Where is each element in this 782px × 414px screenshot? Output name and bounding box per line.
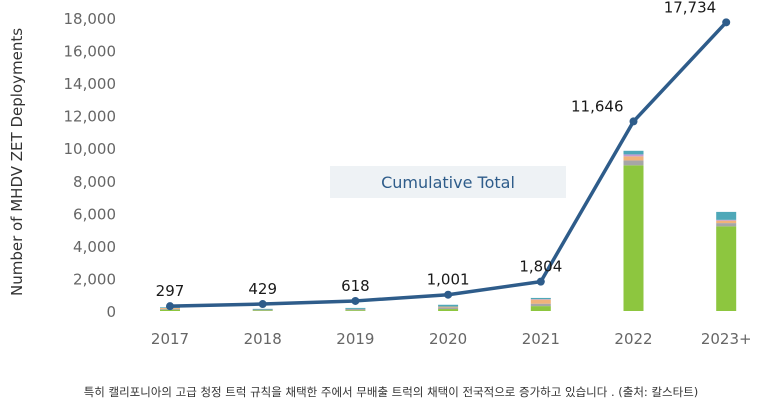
x-tick-label: 2022 xyxy=(614,330,652,348)
data-label: 17,734 xyxy=(664,0,717,16)
bar-segment xyxy=(438,304,459,307)
bar-segment xyxy=(716,219,737,221)
y-tick-label: 16,000 xyxy=(64,43,117,61)
data-label: 429 xyxy=(248,280,277,298)
y-tick-label: 12,000 xyxy=(64,108,117,126)
data-label: 297 xyxy=(156,282,185,300)
cumulative-total-annotation: Cumulative Total xyxy=(330,166,566,198)
bar-segment xyxy=(623,154,644,157)
x-tick-label: 2019 xyxy=(336,330,374,348)
bar-segment xyxy=(623,150,644,155)
bar-segment xyxy=(716,211,737,220)
bar-segment xyxy=(530,306,551,311)
y-tick-label: 8,000 xyxy=(73,173,116,191)
bar-segment xyxy=(438,309,459,311)
x-tick-label: 2018 xyxy=(244,330,282,348)
y-tick-label: 4,000 xyxy=(73,238,116,256)
x-tick-label: 2023+ xyxy=(701,330,752,348)
data-label: 1,804 xyxy=(519,258,562,276)
data-label: 618 xyxy=(341,277,370,295)
bar-segment xyxy=(160,309,180,311)
data-point xyxy=(444,290,453,299)
bar-segment xyxy=(716,220,737,224)
data-point xyxy=(629,117,638,126)
y-tick-label: 14,000 xyxy=(64,75,117,93)
x-tick-label: 2020 xyxy=(429,330,467,348)
chart: 0 2,000 4,000 6,000 8,000 10,000 12,000 14,000 1… xyxy=(8,0,752,348)
bar-segment xyxy=(252,309,273,311)
chart-caption: 특히 캘리포니아의 고급 청정 트럭 규칙을 채택한 주에서 무배출 트럭의 채… xyxy=(83,385,699,399)
bars xyxy=(160,150,737,311)
bar-segment xyxy=(716,226,737,311)
bar-segment xyxy=(623,165,644,311)
bar-segment xyxy=(345,310,366,311)
bar-segment xyxy=(438,306,459,308)
annotation-text: Cumulative Total xyxy=(381,173,515,192)
x-axis: 2017 2018 2019 2020 2021 2022 2023+ xyxy=(151,330,752,348)
bar-segment xyxy=(716,223,737,227)
bar-segment xyxy=(438,307,459,310)
y-axis-label: Number of MHDV ZET Deployments xyxy=(8,28,26,296)
bar-segment xyxy=(252,308,273,310)
y-tick-label: 18,000 xyxy=(64,10,117,28)
data-point xyxy=(722,18,731,27)
y-tick-label: 0 xyxy=(106,303,116,321)
bar-segment xyxy=(530,299,551,304)
data-label: 1,001 xyxy=(427,271,470,289)
data-label: 11,646 xyxy=(571,97,624,115)
bar-segment xyxy=(530,297,551,300)
y-tick-label: 10,000 xyxy=(64,140,117,158)
data-point xyxy=(351,296,360,305)
x-tick-label: 2017 xyxy=(151,330,189,348)
y-tick-label: 6,000 xyxy=(73,205,116,223)
bar-segment xyxy=(252,310,273,311)
data-point xyxy=(536,277,545,286)
x-tick-label: 2021 xyxy=(522,330,560,348)
data-point xyxy=(258,300,267,309)
bar-segment xyxy=(623,156,644,161)
data-point xyxy=(166,302,174,311)
bar-segment xyxy=(530,303,551,307)
bar-segment xyxy=(530,299,551,300)
cumulative-line: 297 429 618 1,001 1,804 11,646 17,734 xyxy=(156,0,731,311)
bar-segment xyxy=(345,307,366,309)
bar-segment xyxy=(345,308,366,311)
bar-segment xyxy=(623,160,644,166)
y-tick-label: 2,000 xyxy=(73,270,116,288)
y-axis: 0 2,000 4,000 6,000 8,000 10,000 12,000 14,000 1… xyxy=(64,10,117,321)
